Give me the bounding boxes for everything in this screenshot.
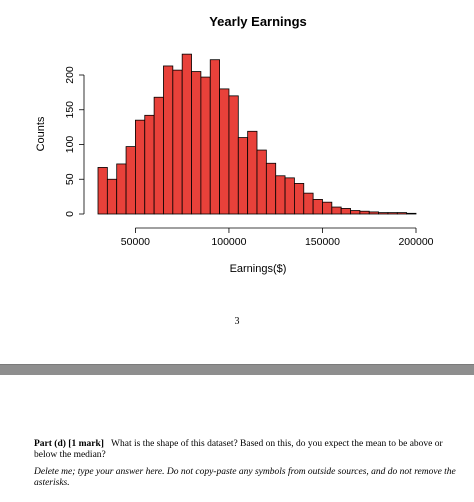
page-number: 3 (234, 316, 240, 327)
histogram-bar (387, 212, 398, 215)
histogram-bar (163, 65, 174, 215)
answer-field[interactable]: Delete me; type your answer here. Do not… (34, 467, 456, 488)
histogram-bars (97, 53, 417, 215)
histogram-bar (191, 71, 202, 215)
question-body: What is the shape of this dataset? Based… (34, 439, 443, 460)
histogram-bar (228, 95, 239, 215)
histogram-bar (331, 206, 342, 215)
histogram-bar (106, 178, 118, 215)
x-axis-label: Earnings($) (230, 263, 287, 275)
y-axis: 0 50 100 150 200 (64, 66, 85, 217)
histogram-bar (275, 175, 286, 215)
histogram-bar (303, 192, 314, 215)
histogram-bar (209, 59, 220, 215)
histogram-bar (237, 137, 249, 215)
histogram-bar (340, 208, 351, 215)
histogram-bar (378, 212, 389, 215)
histogram-bar (97, 167, 108, 215)
histogram-bar (396, 212, 408, 215)
y-tick-label: 0 (64, 211, 76, 217)
question-text: Part (d) [1 mark] What is the shape of t… (34, 439, 464, 461)
histogram-bar (144, 114, 155, 215)
y-tick-label: 100 (64, 136, 76, 154)
y-tick-label: 200 (64, 66, 76, 84)
histogram-bar (247, 130, 258, 215)
y-tick-label: 50 (64, 173, 76, 185)
histogram-bar (219, 88, 230, 215)
histogram-bar (359, 210, 370, 215)
histogram-bar (181, 53, 192, 215)
document-page-top: Yearly Earnings 50000 100000 150000 200000 … (35, 14, 434, 327)
y-axis-label: Counts (35, 116, 47, 151)
question-part-label: Part (d) [1 mark] (34, 439, 104, 449)
y-tick-label: 150 (64, 101, 76, 119)
x-tick-label: 200000 (398, 236, 433, 248)
histogram-bar (116, 163, 127, 215)
histogram-bar (406, 212, 417, 215)
histogram-bar (312, 199, 323, 215)
histogram-bar (368, 211, 379, 215)
histogram-bar (125, 146, 136, 215)
histogram-chart: Yearly Earnings 50000 100000 150000 200000 … (35, 14, 434, 275)
histogram-bar (265, 162, 277, 215)
histogram-bar (200, 76, 211, 215)
x-tick-label: 150000 (305, 236, 340, 248)
histogram-bar (322, 201, 333, 215)
x-tick-label: 100000 (211, 236, 246, 248)
histogram-bar (172, 69, 183, 215)
histogram-bar (153, 96, 164, 215)
histogram-bar (284, 177, 295, 215)
x-tick-label: 50000 (121, 236, 150, 248)
histogram-bar (135, 119, 146, 215)
chart-title: Yearly Earnings (209, 14, 307, 29)
histogram-bar (294, 183, 305, 215)
histogram-bar (350, 210, 361, 215)
document-page-bottom (0, 375, 474, 502)
x-axis: 50000 100000 150000 200000 (121, 227, 434, 248)
histogram-bar (256, 149, 267, 215)
